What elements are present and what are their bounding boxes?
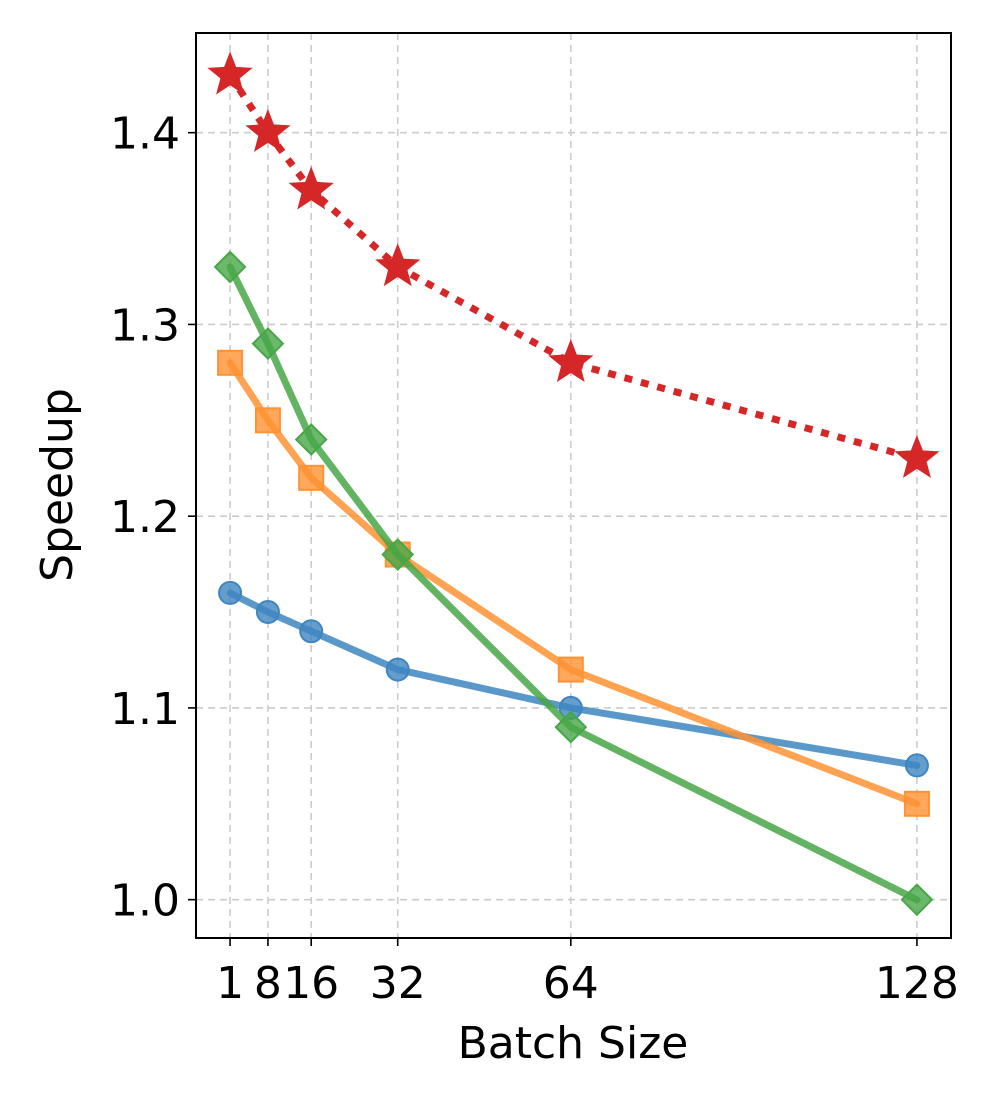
series-4-line [227, 73, 918, 463]
series-3-marker [213, 250, 247, 284]
series-4-marker [375, 243, 421, 287]
series-2 [217, 349, 930, 817]
series-2-marker [217, 349, 244, 376]
x-axis: 1 8 16 32 64 128 [216, 938, 959, 1009]
series-3-line [226, 263, 921, 904]
y-tick-label: 1.3 [110, 300, 180, 351]
series-3 [213, 250, 934, 917]
series-layer [207, 51, 940, 917]
series-1-marker [255, 600, 280, 625]
y-tick-label: 1.4 [110, 109, 180, 160]
y-tick-label: 1.0 [110, 876, 180, 927]
y-tick-label: 1.1 [110, 684, 180, 735]
series-2-marker [903, 790, 930, 817]
series-1-marker [299, 619, 324, 644]
series-4-marker [245, 108, 291, 152]
series-4-marker [548, 339, 594, 383]
plot-frame [195, 32, 952, 939]
series-4-marker [207, 51, 253, 95]
series-3-marker [554, 710, 588, 744]
x-tick-label: 128 [875, 958, 959, 1009]
series-4 [207, 51, 940, 478]
x-tick-label: 8 [254, 958, 282, 1009]
x-tick-label: 16 [283, 958, 339, 1009]
y-tick-label: 1.2 [110, 492, 180, 543]
series-2-marker [298, 464, 325, 491]
series-3-marker [294, 423, 328, 456]
series-1-marker [385, 657, 410, 682]
series-1-marker [218, 580, 243, 605]
series-2-marker [254, 407, 281, 434]
series-1-marker [904, 753, 929, 778]
series-4-marker [288, 166, 334, 210]
series-2-marker [557, 656, 584, 683]
x-tick-label: 64 [543, 958, 599, 1009]
x-tick-label: 1 [216, 958, 244, 1009]
y-axis-label: Speedup [32, 388, 83, 582]
series-3-marker [381, 538, 415, 571]
series-3-marker [251, 327, 285, 361]
series-4-marker [894, 434, 940, 478]
x-tick-label: 32 [370, 958, 426, 1009]
y-axis: 1.0 1.1 1.2 1.3 1.4 [110, 109, 196, 927]
x-axis-label: Batch Size [458, 1018, 689, 1069]
series-3-marker [900, 883, 934, 917]
